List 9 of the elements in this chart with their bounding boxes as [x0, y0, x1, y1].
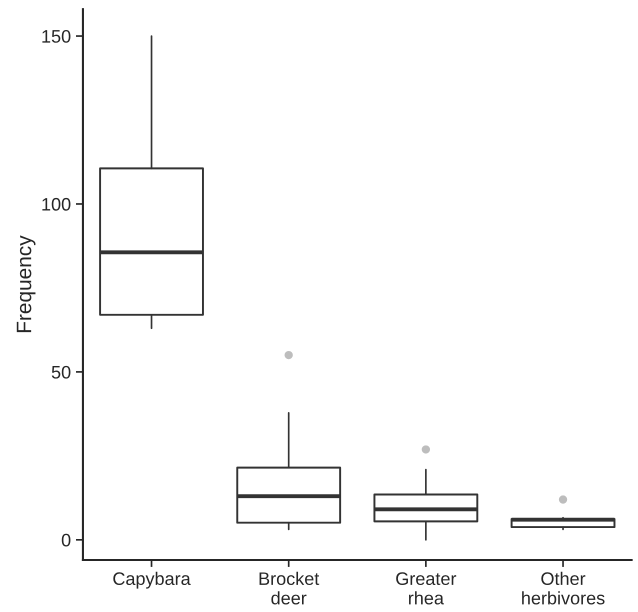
y-tick-label: 100: [42, 198, 70, 211]
y-tick-label: 0: [62, 534, 70, 547]
y-tick-label: 50: [52, 366, 70, 379]
x-tick-label: Capybara: [113, 572, 191, 589]
x-tick-label: Other herbivores: [522, 572, 605, 604]
y-tick-label: 150: [42, 30, 70, 43]
x-tick-label: Brocket deer: [260, 572, 320, 604]
x-tick-label: Greater rhea: [396, 572, 456, 604]
y-axis-title: Frequency: [16, 235, 36, 332]
